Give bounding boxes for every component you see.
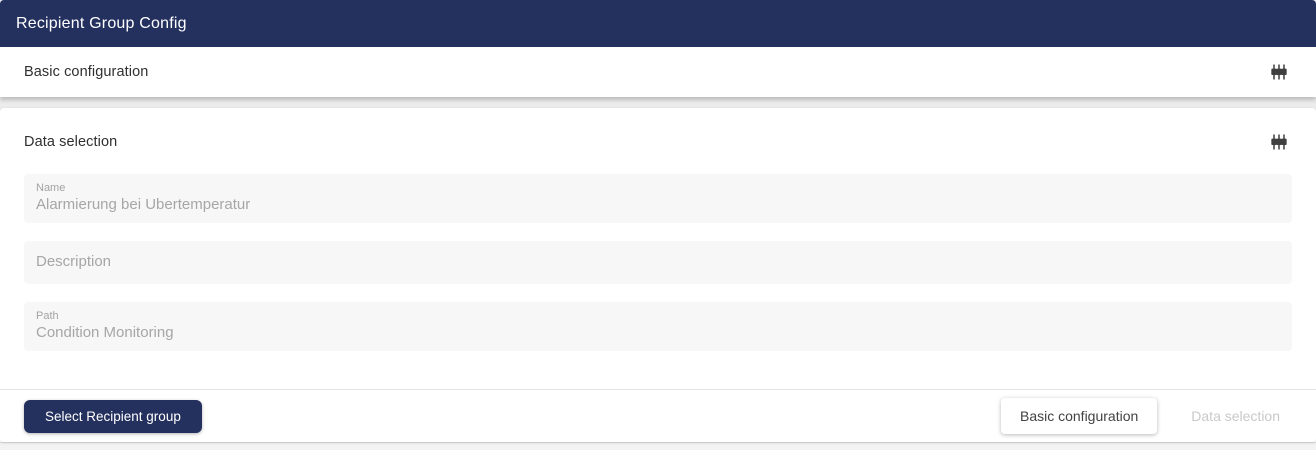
tune-sliders-icon (1269, 62, 1289, 82)
path-field-value: Condition Monitoring (36, 324, 174, 341)
footer-bar: Select Recipient group Basic configurati… (0, 390, 1316, 442)
name-field-label: Name (36, 182, 66, 194)
tune-sliders-icon (1269, 132, 1289, 152)
basic-configuration-title: Basic configuration (24, 64, 149, 80)
data-selection-title: Data selection (24, 134, 118, 150)
window-titlebar: Recipient Group Config (0, 0, 1316, 47)
name-field-value: Alarmierung bei Ubertemperatur (36, 196, 251, 213)
data-selection-header: Data selection (0, 108, 1316, 155)
basic-configuration-tune-button[interactable] (1266, 59, 1292, 85)
nav-basic-configuration-button[interactable]: Basic configuration (1000, 398, 1158, 434)
data-selection-panel: Data selection (0, 108, 1316, 442)
path-field-label: Path (36, 310, 59, 322)
description-field[interactable] (24, 241, 1292, 284)
nav-data-selection-button[interactable]: Data selection (1179, 398, 1292, 434)
select-recipient-group-button[interactable]: Select Recipient group (24, 399, 202, 433)
description-input[interactable] (36, 252, 1280, 272)
data-selection-form: Name Alarmierung bei Ubertemperatur Path… (0, 155, 1316, 351)
step-navigation: Basic configuration Data selection (1000, 398, 1292, 434)
footer-divider (0, 389, 1316, 390)
path-field[interactable]: Path Condition Monitoring (24, 302, 1292, 351)
name-field[interactable]: Name Alarmierung bei Ubertemperatur (24, 174, 1292, 223)
basic-configuration-panel[interactable]: Basic configuration (0, 47, 1316, 97)
data-selection-tune-button[interactable] (1266, 129, 1292, 155)
page-title: Recipient Group Config (16, 14, 187, 32)
bottom-strip (0, 442, 1316, 450)
panel-separator (0, 97, 1316, 108)
